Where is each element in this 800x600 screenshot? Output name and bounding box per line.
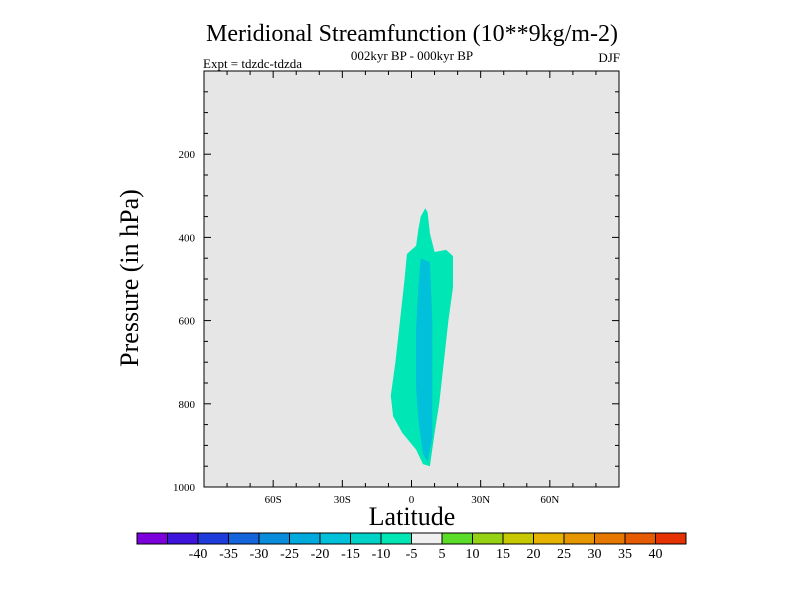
- colorbar-swatch: [563, 532, 595, 545]
- experiment-label: Expt = tdzdc-tdzda: [203, 56, 302, 71]
- y-tick-label: 200: [179, 149, 196, 161]
- colorbar-label: 10: [466, 547, 480, 562]
- y-axis: 200 400 600 800 1000: [173, 91, 619, 494]
- colorbar-swatch: [289, 532, 321, 545]
- colorbar-swatch: [350, 532, 382, 545]
- colorbar-label: -40: [189, 547, 208, 562]
- colorbar-swatch: [258, 532, 290, 545]
- chart-title: Meridional Streamfunction (10**9kg/m-2): [206, 21, 618, 47]
- contour-region--15-to--10: [416, 258, 433, 462]
- colorbar-swatch: [380, 532, 412, 545]
- colorbar-swatch: [594, 532, 626, 545]
- colorbar-label: 25: [557, 547, 571, 562]
- colorbar-swatch: [411, 532, 443, 545]
- y-tick-label: 1000: [173, 482, 196, 494]
- colorbar-swatch: [136, 532, 168, 545]
- colorbar-label: 30: [588, 547, 602, 562]
- colorbar-swatch: [441, 532, 473, 545]
- x-axis-label: Latitude: [369, 502, 456, 531]
- colorbar-swatch: [533, 532, 565, 545]
- colorbar-swatch: [472, 532, 504, 545]
- colorbar-swatch: [167, 532, 199, 545]
- colorbar-swatch: [655, 532, 687, 545]
- colorbar-label: 5: [439, 547, 446, 562]
- colorbar: -40 -35 -30 -25 -20 -15 -10 -5 5 10 15 20 25 30 35 40: [136, 532, 687, 562]
- y-tick-label: 400: [179, 232, 196, 244]
- x-tick-label: 30S: [334, 494, 351, 506]
- colorbar-swatch: [197, 532, 229, 545]
- chart-subtitle: 002kyr BP - 000kyr BP: [351, 48, 473, 63]
- y-axis-label: Pressure (in hPa): [115, 189, 144, 367]
- colorbar-swatch: [319, 532, 351, 545]
- colorbar-label: -10: [372, 547, 391, 562]
- x-tick-label: 60N: [540, 494, 559, 506]
- colorbar-label: 15: [496, 547, 510, 562]
- x-tick-label: 0: [409, 494, 415, 506]
- colorbar-swatch: [624, 532, 656, 545]
- colorbar-label: -5: [406, 547, 418, 562]
- x-tick-label: 60S: [265, 494, 282, 506]
- y-tick-label: 800: [179, 399, 196, 411]
- colorbar-label: 40: [649, 547, 663, 562]
- colorbar-label: -35: [219, 547, 238, 562]
- colorbar-label: 20: [527, 547, 541, 562]
- colorbar-swatch: [228, 532, 260, 545]
- colorbar-label: 35: [618, 547, 632, 562]
- x-tick-label: 30N: [471, 494, 490, 506]
- y-tick-label: 600: [179, 316, 196, 328]
- colorbar-swatch: [502, 532, 534, 545]
- x-axis: 60S 30S 0 30N 60N: [203, 71, 620, 506]
- colorbar-label: -20: [311, 547, 330, 562]
- colorbar-label: -30: [250, 547, 269, 562]
- colorbar-label: -25: [280, 547, 299, 562]
- season-label: DJF: [598, 50, 620, 65]
- plot-area: [203, 70, 620, 488]
- colorbar-label: -15: [341, 547, 360, 562]
